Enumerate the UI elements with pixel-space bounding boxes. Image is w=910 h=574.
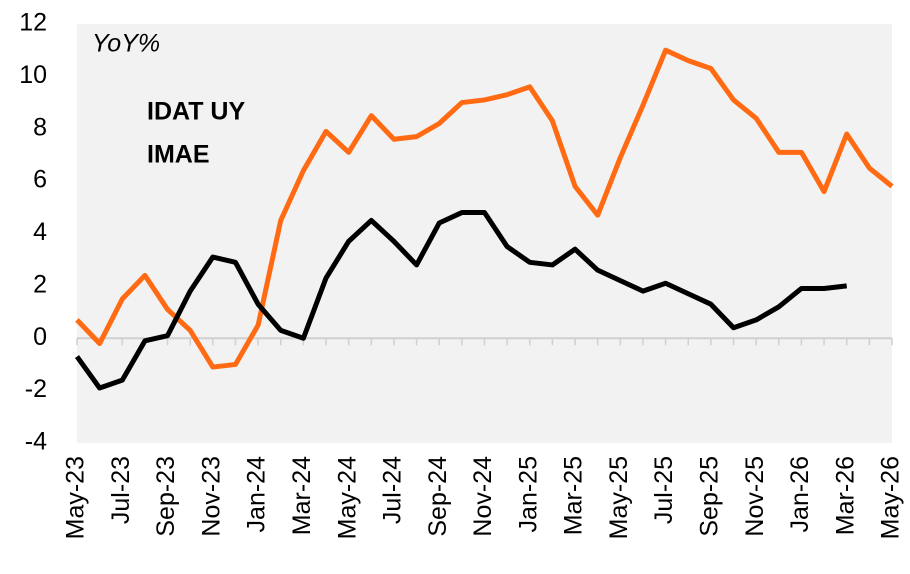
x-tick-label: Sep-24: [424, 456, 452, 537]
x-tick-label: Nov-23: [197, 456, 225, 537]
x-tick-label: Sep-23: [152, 456, 180, 537]
x-tick-label: Jan-26: [786, 456, 814, 532]
y-tick-label: 6: [33, 166, 47, 194]
plot-area: [77, 24, 892, 443]
y-tick-label: 4: [33, 218, 47, 246]
x-tick-label: Jan-25: [514, 456, 542, 532]
y-tick-label: -4: [25, 428, 47, 456]
x-tick-label: Jul-25: [650, 456, 678, 524]
x-tick-label: Jul-24: [379, 456, 407, 524]
legend-label: IMAE: [147, 141, 210, 169]
annotation: YoY%: [92, 30, 160, 58]
y-tick-label: 10: [19, 61, 47, 89]
y-tick-label: -2: [25, 375, 47, 403]
y-tick-label: 0: [33, 323, 47, 351]
y-tick-label: 2: [33, 270, 47, 298]
x-tick-label: May-23: [62, 456, 90, 539]
x-tick-label: Mar-26: [831, 456, 859, 535]
legend-label: IDAT UY: [147, 98, 245, 126]
x-tick-label: Jul-23: [107, 456, 135, 524]
x-tick-label: May-26: [877, 456, 905, 539]
x-tick-label: Mar-24: [288, 456, 316, 535]
x-tick-label: Jan-24: [243, 456, 271, 533]
x-tick-label: Nov-25: [741, 456, 769, 537]
x-tick-label: Mar-25: [560, 456, 588, 535]
x-tick-label: Sep-25: [695, 456, 723, 537]
series-line: [75, 47, 894, 370]
x-tick-label: May-24: [333, 456, 361, 539]
x-tick-label: Nov-24: [469, 456, 497, 537]
x-tick-label: May-25: [605, 456, 633, 539]
series-line: [74, 210, 848, 391]
y-tick-label: 12: [19, 9, 47, 37]
y-tick-label: 8: [33, 113, 47, 141]
